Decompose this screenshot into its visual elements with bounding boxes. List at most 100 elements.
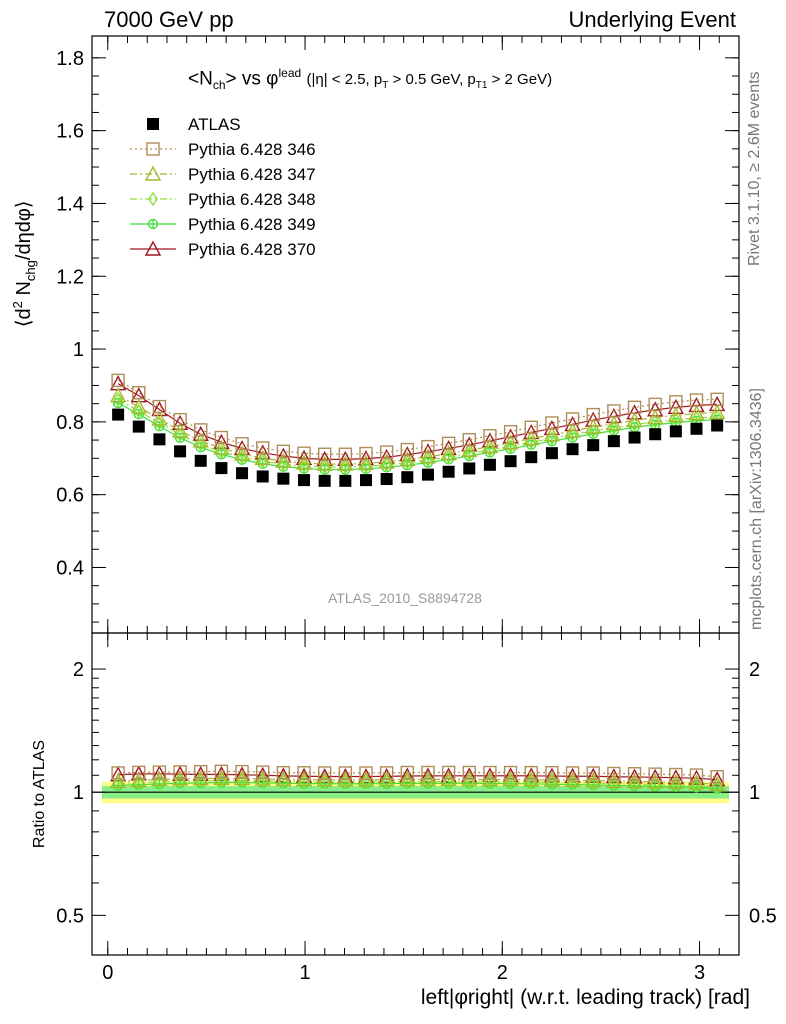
data-point-atlas (112, 408, 125, 421)
data-point-pythia-6-428-347 (337, 455, 354, 471)
data-point-pythia-6-428-347 (233, 445, 251, 461)
ratio-point-pythia-6-428-347 (708, 775, 726, 791)
ratio-point-pythia-6-428-347 (564, 771, 581, 788)
data-point-pythia-6-428-348 (505, 438, 516, 454)
legend-label-pythia-6-428-347: Pythia 6.428 347 (188, 165, 316, 184)
main-y-tick-label: 1 (73, 339, 84, 361)
legend-marker-atlas (147, 118, 159, 130)
data-point-pythia-6-428-347 (523, 430, 540, 446)
data-point-atlas (628, 431, 641, 444)
main-y-tick-label: 1.4 (56, 193, 84, 215)
ratio-y-tick-label: 0.5 (56, 905, 84, 927)
data-point-pythia-6-428-348 (443, 449, 454, 465)
ratio-point-pythia-6-428-348 (154, 774, 165, 790)
ratio-point-pythia-6-428-347 (605, 772, 623, 788)
data-point-pythia-6-428-346 (627, 400, 642, 415)
data-point-pythia-6-428-347 (564, 422, 581, 438)
data-point-pythia-6-428-348 (340, 459, 351, 475)
ratio-point-pythia-6-428-346 (256, 765, 270, 779)
series-line-pythia-6-428-346 (117, 379, 718, 455)
data-point-pythia-6-428-346 (256, 441, 270, 455)
data-point-pythia-6-428-347 (543, 426, 561, 442)
data-point-pythia-6-428-347 (585, 418, 602, 434)
data-point-pythia-6-428-347 (667, 406, 685, 423)
x-axis-label: left|φright| (w.r.t. leading track) [rad… (420, 986, 750, 1009)
ratio-point-pythia-6-428-348 (650, 777, 661, 792)
ratio-panel-frame (91, 632, 740, 956)
data-point-pythia-6-428-348 (175, 427, 185, 442)
data-point-atlas (194, 454, 207, 467)
data-point-pythia-6-428-347 (481, 438, 499, 454)
analysis-id-label: ATLAS_2010_S8894728 (328, 590, 482, 606)
ratio-point-pythia-6-428-346 (462, 765, 476, 780)
data-point-atlas (236, 467, 249, 480)
ratio-point-pythia-6-428-346 (627, 767, 642, 781)
main-y-tick-label: 1.2 (56, 266, 84, 288)
data-point-atlas (607, 435, 620, 448)
data-point-pythia-6-428-346 (503, 424, 518, 439)
ratio-point-pythia-6-428-346 (586, 766, 600, 780)
ratio-point-pythia-6-428-347 (667, 773, 685, 790)
data-point-atlas (421, 468, 434, 481)
ratio-y-tick-label: 1 (73, 782, 84, 804)
data-point-pythia-6-428-347 (213, 439, 230, 455)
data-point-pythia-6-428-347 (440, 445, 457, 461)
data-point-pythia-6-428-348 (195, 437, 206, 452)
collision-label: 7000 GeV pp (104, 7, 234, 32)
title-cuts-b: > 0.5 GeV, p (388, 71, 476, 89)
ratio-point-pythia-6-428-346 (648, 767, 662, 781)
data-point-pythia-6-428-347 (461, 441, 478, 457)
title-cuts-c: > 2 GeV) (487, 71, 553, 89)
ratio-point-pythia-6-428-346 (503, 765, 518, 780)
ratio-point-pythia-6-428-347 (585, 772, 602, 788)
data-point-pythia-6-428-347 (109, 387, 127, 403)
legend-label-pythia-6-428-370: Pythia 6.428 370 (188, 240, 316, 259)
title-mid: > vs φ (225, 68, 279, 90)
title-cuts-sub-b: T1 (475, 80, 488, 92)
data-point-pythia-6-428-348 (609, 420, 619, 435)
ratio-point-pythia-6-428-346 (669, 767, 683, 782)
title-main: <N (188, 68, 213, 90)
main-y-tick-label: 1.6 (56, 121, 84, 143)
data-point-pythia-6-428-348 (629, 417, 640, 432)
data-point-atlas (215, 462, 228, 475)
ratio-point-pythia-6-428-346 (297, 766, 311, 780)
series-line-pythia-6-428-347 (117, 395, 718, 465)
data-point-atlas (298, 474, 311, 487)
ratio-point-pythia-6-428-347 (151, 770, 168, 787)
ratio-point-pythia-6-428-348 (588, 775, 599, 791)
data-point-pythia-6-428-347 (399, 451, 416, 467)
ratio-point-pythia-6-428-346 (132, 765, 146, 780)
data-point-pythia-6-428-348 (423, 452, 433, 468)
data-point-atlas (566, 443, 579, 456)
data-point-atlas (587, 439, 600, 452)
ratio-y-tick-label: 2 (73, 659, 84, 681)
data-point-pythia-6-428-348 (567, 427, 578, 442)
data-point-atlas (504, 455, 517, 468)
data-point-atlas (132, 420, 145, 433)
data-point-atlas (545, 447, 558, 460)
ratio-y-tick-label-right: 2 (749, 659, 760, 681)
x-tick-label: 3 (694, 962, 705, 984)
data-point-pythia-6-428-346 (338, 447, 353, 461)
data-point-pythia-6-428-348 (299, 458, 309, 474)
title-cuts: (|η| < 2.5, pT > 0.5 GeV, pT1 > 2 GeV) (306, 71, 553, 92)
data-point-atlas (256, 470, 269, 483)
ratio-point-pythia-6-428-346 (338, 766, 353, 780)
ratio-point-pythia-6-428-346 (276, 765, 291, 780)
data-point-atlas (174, 445, 187, 458)
legend-label-pythia-6-428-346: Pythia 6.428 346 (188, 140, 316, 159)
ratio-line-pythia-6-428-370 (118, 773, 718, 781)
data-point-pythia-6-428-346 (359, 446, 373, 461)
ratio-point-pythia-6-428-347 (688, 774, 705, 790)
data-point-pythia-6-428-346 (379, 445, 394, 459)
data-point-pythia-6-428-346 (565, 412, 580, 426)
title-cuts-a: (|η| < 2.5, p (306, 71, 383, 89)
x-tick-label: 1 (299, 962, 310, 984)
series-line-pythia-6-428-349 (117, 402, 718, 471)
data-point-pythia-6-428-347 (688, 405, 705, 421)
data-point-atlas (277, 472, 290, 485)
data-point-pythia-6-428-348 (278, 456, 289, 472)
data-point-pythia-6-428-347 (357, 454, 375, 471)
